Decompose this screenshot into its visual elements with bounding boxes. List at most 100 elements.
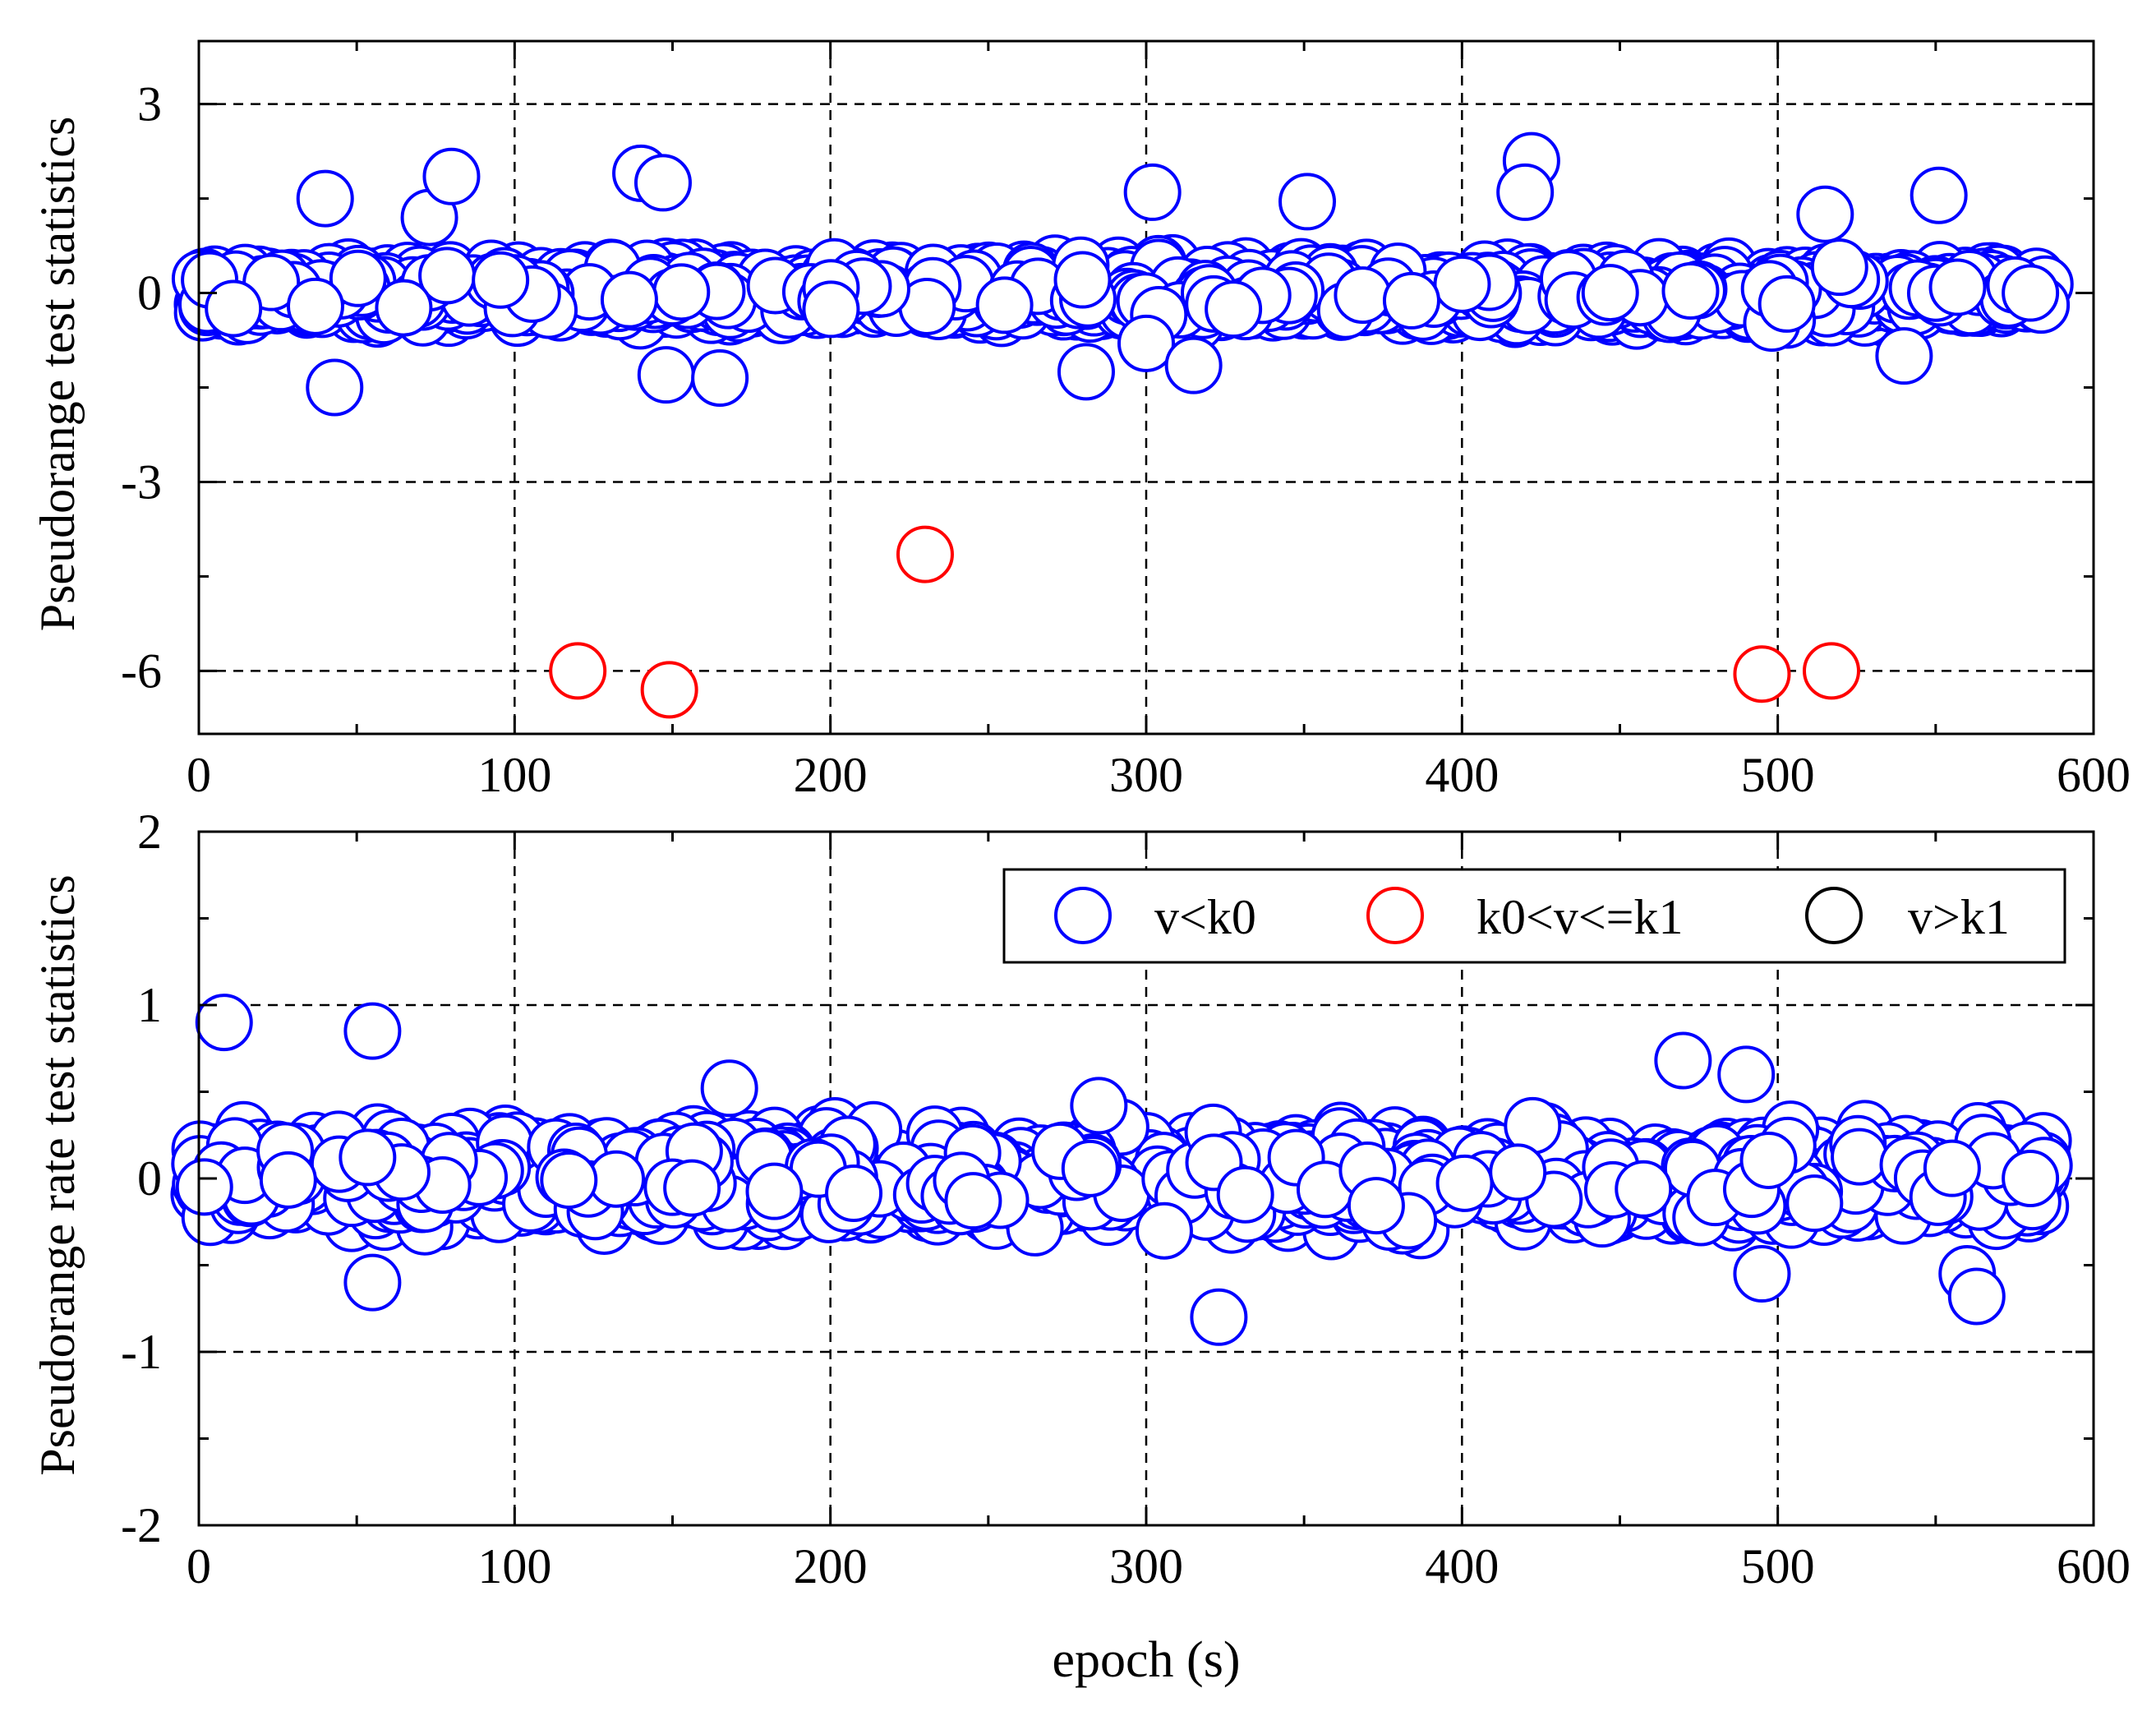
- marker-v-lt-k0: [1923, 1139, 1981, 1197]
- legend: v<k0 k0<v<=k1 v>k1: [1002, 868, 2066, 964]
- x-tick-label: 600: [2057, 748, 2131, 802]
- marker-v-lt-k0: [205, 279, 263, 338]
- x-tick-label: 600: [2057, 1539, 2131, 1593]
- x-axis-label: epoch (s): [1053, 1632, 1241, 1688]
- y-tick-label: 3: [137, 77, 162, 131]
- marker-v-lt-k0-outlier: [296, 169, 354, 228]
- x-tick-label: 0: [187, 748, 211, 802]
- marker-k0-lt-v-le-k1: [549, 642, 607, 700]
- legend-marker-red: [1366, 887, 1424, 944]
- tick-labels-bottom: 0 100 200 300 400 500 600 2 1 0 -1 -2: [121, 805, 2131, 1593]
- marker-v-lt-k0-outlier: [1875, 327, 1933, 385]
- marker-v-lt-k0-outlier: [1278, 173, 1337, 231]
- marker-v-lt-k0: [286, 277, 344, 335]
- chart-pseudorange-rate: 0 100 200 300 400 500 600 2 1 0 -1 -2 Pseudorange r…: [30, 805, 2131, 1688]
- marker-v-lt-k0: [944, 1172, 1002, 1230]
- marker-v-lt-k0-outlier: [1910, 166, 1968, 224]
- x-tick-label: 100: [477, 1539, 551, 1593]
- marker-v-lt-k0-outlier: [1057, 343, 1115, 401]
- x-tick-label: 0: [187, 1539, 211, 1593]
- marker-v-lt-k0-outlier: [637, 346, 695, 404]
- marker-v-lt-k0: [1435, 1154, 1494, 1212]
- marker-v-lt-k0: [1053, 251, 1112, 309]
- x-tick-label: 400: [1425, 748, 1499, 802]
- legend-marker-black: [1805, 887, 1863, 944]
- ticks-top: [197, 41, 2095, 734]
- marker-v-lt-k0: [1382, 271, 1440, 330]
- marker-v-lt-k0-outlier: [1733, 1245, 1791, 1303]
- y-tick-label: -1: [121, 1325, 162, 1379]
- legend-marker-blue: [1054, 887, 1112, 944]
- marker-v-lt-k0: [1928, 258, 1987, 316]
- marker-v-lt-k0: [472, 251, 530, 309]
- marker-k0-lt-v-le-k1: [1733, 645, 1791, 703]
- x-tick-label: 500: [1741, 748, 1815, 802]
- marker-v-lt-k0: [1810, 238, 1868, 297]
- y-tick-label: 2: [137, 805, 162, 859]
- x-tick-label: 200: [794, 748, 868, 802]
- marker-v-lt-k0: [259, 1151, 317, 1209]
- x-tick-label: 200: [794, 1539, 868, 1593]
- marker-v-lt-k0-outlier: [691, 349, 749, 408]
- x-tick-label: 500: [1741, 1539, 1815, 1593]
- y-axis-label-bottom: Pseudorange rate test statistics: [30, 874, 85, 1475]
- y-tick-label: 0: [137, 266, 162, 321]
- marker-v-lt-k0: [1135, 1201, 1193, 1260]
- marker-v-lt-k0: [1739, 1131, 1798, 1189]
- marker-v-lt-k0-outlier: [1190, 1288, 1248, 1346]
- marker-v-lt-k0-outlier: [306, 358, 364, 417]
- marker-v-lt-k0: [1831, 1128, 1889, 1186]
- marker-v-lt-k0: [663, 1159, 721, 1217]
- x-tick-label: 100: [477, 748, 551, 802]
- marker-v-lt-k0: [1347, 1177, 1405, 1235]
- marker-v-lt-k0-outlier: [1947, 1267, 2006, 1326]
- legend-label-v-gt-k1: v>k1: [1908, 890, 2010, 944]
- legend-label-v-lt-k0: v<k0: [1154, 890, 1256, 944]
- marker-v-lt-k0: [825, 1164, 883, 1223]
- marker-v-lt-k0-outlier: [633, 154, 692, 212]
- marker-v-lt-k0: [1758, 274, 1816, 333]
- marker-v-lt-k0: [1581, 264, 1639, 322]
- marker-v-lt-k0: [652, 263, 711, 321]
- y-tick-label: 0: [137, 1151, 162, 1206]
- marker-v-lt-k0-outlier: [2002, 1150, 2060, 1207]
- marker-v-lt-k0: [540, 1151, 598, 1210]
- marker-k0-lt-v-le-k1: [1803, 642, 1861, 700]
- marker-v-lt-k0-outlier: [1496, 163, 1555, 221]
- marker-v-lt-k0-outlier: [422, 147, 481, 205]
- marker-v-lt-k0: [1661, 262, 1720, 321]
- marker-v-lt-k0-outlier: [1796, 185, 1854, 243]
- markers-bottom: [170, 994, 2073, 1346]
- marker-v-lt-k0: [1489, 1143, 1547, 1201]
- marker-v-lt-k0: [1334, 266, 1392, 325]
- marker-v-lt-k0-outlier: [1164, 336, 1223, 394]
- marker-v-lt-k0: [1205, 280, 1263, 339]
- marker-v-lt-k0: [600, 270, 658, 329]
- marker-k0-lt-v-le-k1: [640, 661, 698, 719]
- marker-v-lt-k0: [175, 1158, 233, 1216]
- marker-v-lt-k0: [339, 1128, 397, 1187]
- ticks-bottom: [197, 830, 2095, 1527]
- y-tick-label: -3: [121, 454, 162, 509]
- marker-v-lt-k0: [802, 280, 860, 339]
- marker-k0-lt-v-le-k1: [896, 525, 954, 583]
- x-tick-label: 300: [1109, 1539, 1183, 1593]
- marker-v-lt-k0: [975, 276, 1034, 334]
- marker-v-lt-k0-outlier: [1717, 1045, 1776, 1104]
- marker-v-lt-k0-outlier: [1117, 314, 1175, 372]
- chart-pseudorange: 0 100 200 300 400 500 600 3 0 -3 -6 Pseudorange te…: [30, 39, 2131, 802]
- marker-v-lt-k0-outlier: [2002, 264, 2060, 322]
- marker-v-lt-k0: [1061, 1139, 1119, 1197]
- legend-box: [1002, 868, 2066, 964]
- legend-label-k0-lt-v-le-k1: k0<v<=k1: [1476, 890, 1684, 944]
- marker-v-lt-k0: [1615, 1160, 1673, 1218]
- marker-v-lt-k0: [1785, 1174, 1844, 1233]
- marker-v-lt-k0-outlier: [700, 1059, 758, 1118]
- marker-v-lt-k0: [375, 279, 433, 337]
- grid-top: [199, 41, 2094, 734]
- marker-v-lt-k0-outlier: [1123, 163, 1182, 221]
- marker-v-lt-k0: [1216, 1165, 1274, 1224]
- marker-v-lt-k0-outlier: [1070, 1077, 1128, 1135]
- y-axis-label-top: Pseudorange test statistics: [30, 117, 85, 632]
